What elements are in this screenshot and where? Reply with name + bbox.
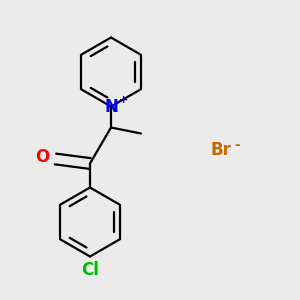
Text: Br: Br bbox=[210, 141, 231, 159]
Text: N: N bbox=[104, 98, 118, 116]
Text: O: O bbox=[35, 148, 50, 166]
Text: -: - bbox=[235, 139, 240, 152]
Text: +: + bbox=[119, 95, 128, 105]
Text: Cl: Cl bbox=[81, 261, 99, 279]
